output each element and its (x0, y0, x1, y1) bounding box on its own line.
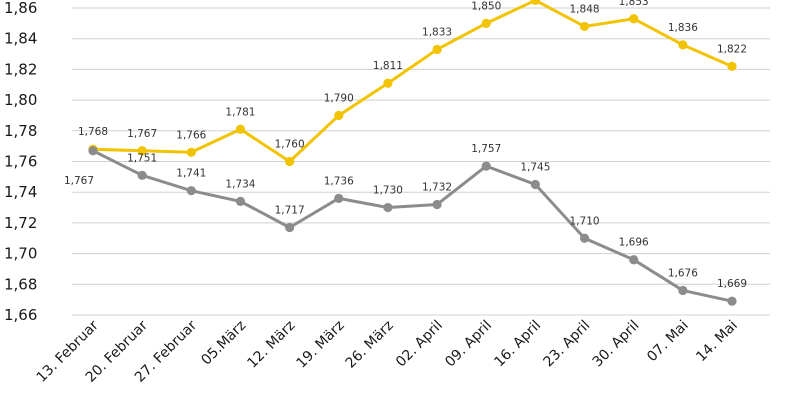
gray-series-data-label: 1,676 (668, 267, 698, 279)
yellow-series-line (92, 0, 733, 163)
gray-series-point (88, 146, 98, 156)
yellow-series-data-label: 1,848 (570, 3, 600, 15)
gray-series-point (334, 193, 344, 203)
gray-series-data-label: 1,732 (422, 181, 452, 193)
gray-series-data-label: 1,741 (176, 168, 206, 180)
gray-series-point (137, 170, 147, 180)
x-tick-label: 14. Mai (693, 318, 741, 366)
yellow-series-point (432, 44, 442, 55)
gray-series-point (530, 179, 540, 190)
y-tick-label: 1,82 (4, 60, 37, 78)
x-tick-label: 07. Mai (644, 318, 692, 366)
gray-series-data-label: 1,717 (275, 205, 305, 217)
yellow-series-data-label: 1,853 (619, 0, 649, 8)
x-tick-label: 19. März (294, 318, 348, 372)
yellow-series-data-label: 1,760 (275, 139, 305, 151)
y-tick-label: 1,70 (4, 245, 37, 263)
yellow-series-point (579, 21, 590, 32)
yellow-series-data-label: 1,781 (225, 106, 255, 118)
gray-series-point (383, 202, 393, 213)
data-labels: 1,768 1,767 1,766 1,781 1,760 1,790 1,811 1,833… (64, 0, 747, 290)
y-tick-label: 1,66 (4, 306, 37, 324)
gray-series-data-label: 1,710 (570, 215, 600, 227)
gray-series-point (432, 199, 442, 210)
yellow-series-data-label: 1,850 (471, 0, 501, 12)
y-tick-label: 1,80 (4, 91, 37, 109)
yellow-series-data-label: 1,768 (78, 126, 108, 138)
y-tick-label: 1,68 (4, 275, 37, 293)
x-tick-label: 30. April (590, 318, 643, 371)
y-tick-label: 1,84 (4, 30, 37, 48)
gray-series-data-label: 1,767 (64, 175, 94, 187)
x-tick-label: 23. April (541, 318, 594, 371)
gray-series-point (579, 233, 590, 243)
yellow-series-point (678, 40, 688, 50)
x-tick-label: 09. April (442, 318, 495, 371)
yellow-series-point (137, 146, 147, 156)
gray-series-point (235, 196, 246, 207)
x-tick-label: 12. März (244, 318, 298, 372)
yellow-series-point (383, 78, 393, 88)
yellow-series-point (334, 110, 344, 121)
x-tick-label: 26. März (343, 318, 397, 372)
gray-series-data-label: 1,745 (520, 162, 550, 174)
yellow-series-data-label: 1,822 (717, 43, 747, 55)
yellow-series-point (481, 18, 491, 28)
gray-series-data-label: 1,734 (225, 178, 255, 190)
gray-series-data-label: 1,730 (373, 185, 403, 197)
series-lines (88, 0, 737, 306)
y-axis-ticks: 1,66 1,68 1,70 1,72 1,74 1,76 1,78 1,80 1,82 1,84… (4, 0, 37, 324)
yellow-series-point (530, 0, 540, 5)
grid-lines (72, 7, 770, 316)
gray-series-data-label: 1,751 (127, 152, 157, 164)
yellow-series-data-label: 1,811 (373, 60, 403, 72)
yellow-series-point (186, 147, 196, 157)
yellow-series-data-label: 1,836 (668, 22, 698, 34)
x-tick-label: 02. April (393, 318, 446, 371)
gray-series-data-label: 1,669 (717, 278, 747, 290)
yellow-series-data-label: 1,767 (127, 128, 157, 140)
gray-series-point (186, 186, 196, 196)
gray-series-data-label: 1,736 (324, 175, 354, 187)
yellow-series-point (235, 124, 246, 134)
yellow-series-data-label: 1,833 (422, 26, 452, 38)
yellow-series-data-label: 1,766 (176, 129, 206, 141)
gray-series-point (481, 161, 491, 171)
y-tick-label: 1,72 (4, 214, 37, 232)
gray-series-point (727, 296, 737, 306)
yellow-series-point (629, 14, 639, 24)
gray-series-point (678, 285, 688, 296)
gray-series-data-label: 1,757 (471, 143, 501, 155)
yellow-series-point (727, 61, 737, 71)
x-tick-label: 05.März (198, 318, 249, 369)
x-tick-label: 16. April (491, 318, 544, 371)
y-tick-label: 1,76 (4, 153, 37, 171)
y-tick-label: 1,78 (4, 122, 37, 140)
yellow-series-data-label: 1,790 (324, 92, 354, 104)
yellow-series-point (285, 156, 295, 167)
y-tick-label: 1,74 (4, 183, 37, 201)
gray-series-data-label: 1,696 (619, 237, 649, 249)
gray-series-point (629, 255, 639, 265)
y-tick-label: 1,86 (4, 0, 37, 17)
gray-series-line (92, 149, 733, 303)
gray-series-point (285, 222, 295, 233)
